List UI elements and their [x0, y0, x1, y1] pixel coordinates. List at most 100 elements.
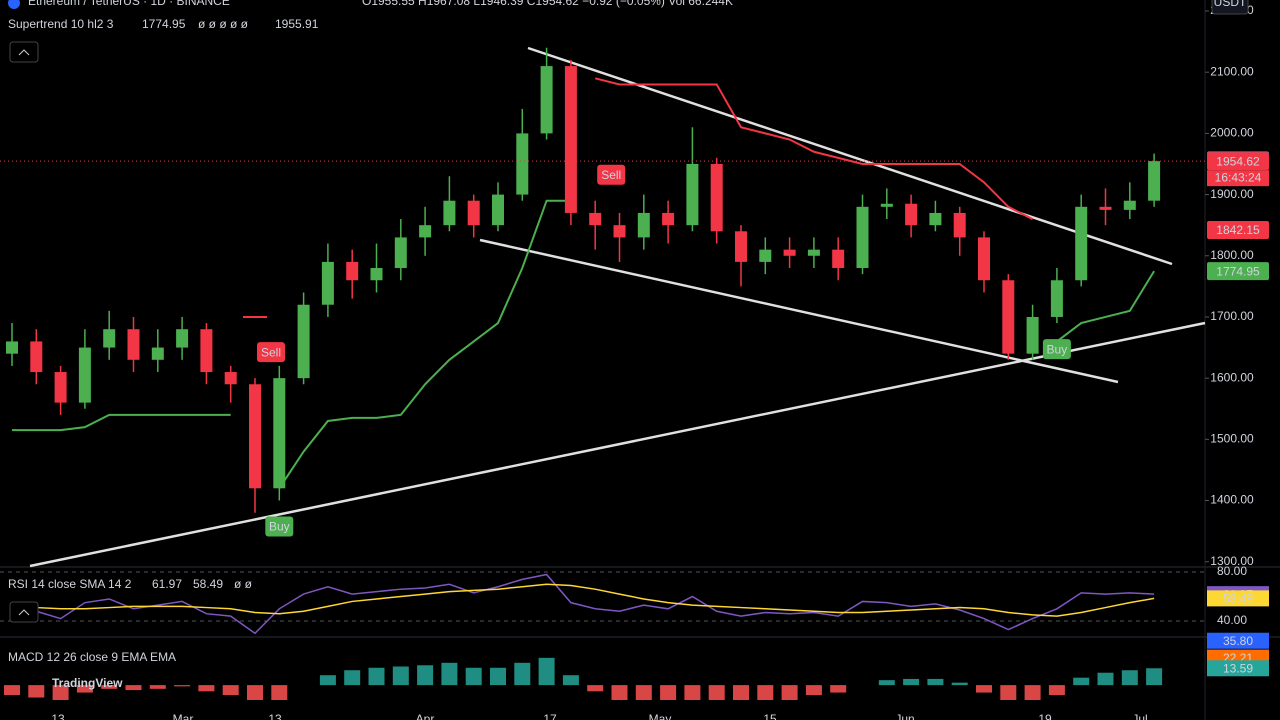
- candle-body: [953, 212, 966, 238]
- price-label: 1774.95: [1216, 264, 1260, 278]
- price-label-bg: [1207, 262, 1269, 281]
- y-tick-label: 1300.00: [1210, 554, 1254, 568]
- candle-body: [492, 194, 504, 226]
- histogram-bar: [198, 685, 215, 692]
- macd-legend: MACD 12 26 close 9 EMA EMA: [8, 650, 176, 664]
- candle-body: [929, 212, 942, 226]
- chevron: [18, 609, 30, 616]
- supertrend-up: [12, 413, 231, 432]
- signal-label: Buy: [1047, 342, 1068, 356]
- candle-body: [249, 384, 261, 489]
- histogram-bar: [684, 685, 701, 700]
- y-tick-label: 1400.00: [1210, 493, 1254, 507]
- histogram-bar: [222, 685, 239, 696]
- histogram-bar: [805, 685, 822, 696]
- candle-body: [613, 225, 626, 238]
- candle-body: [30, 341, 43, 373]
- histogram-bar: [1097, 672, 1114, 686]
- histogram-bar: [368, 667, 385, 686]
- y-tick-label: 40.00: [1217, 613, 1247, 627]
- histogram-bar: [903, 678, 920, 686]
- candle-body: [905, 203, 918, 226]
- candle-body: [273, 378, 286, 489]
- histogram-bar: [4, 685, 20, 696]
- candle-body: [200, 329, 213, 373]
- legend-value: 58.49: [193, 577, 223, 591]
- candle-body: [1099, 206, 1112, 210]
- legend-value: 1955.91: [275, 17, 319, 31]
- y-tick-label: 80.00: [1217, 564, 1247, 578]
- candle-body: [224, 372, 237, 385]
- y-tick-label: 1700.00: [1210, 309, 1254, 323]
- collapse-button[interactable]: [9, 41, 39, 63]
- candle-body: [419, 225, 432, 238]
- currency-box[interactable]: [1211, 0, 1249, 15]
- histogram-bar: [1121, 670, 1138, 686]
- price-label: 1954.62: [1216, 154, 1260, 168]
- supertrend-down: [594, 77, 1034, 220]
- histogram-bar: [392, 666, 409, 686]
- histogram-bar: [927, 678, 944, 686]
- histogram-bar: [1000, 685, 1017, 700]
- value-label-bg: [1207, 632, 1269, 649]
- symbol-icon: [8, 0, 20, 9]
- y-tick-label: 2100.00: [1210, 64, 1254, 78]
- histogram-bar: [247, 685, 263, 700]
- chevron: [18, 49, 30, 56]
- histogram-bar: [465, 667, 482, 686]
- value-label: 58.49: [1223, 592, 1253, 606]
- y-tick-label: 1900.00: [1210, 187, 1254, 201]
- candle-body: [564, 66, 577, 213]
- y-tick-label: 2000.00: [1210, 126, 1254, 140]
- rsi-line: [11, 573, 1155, 635]
- x-tick-label: 15: [763, 712, 777, 720]
- candle-body: [540, 66, 553, 134]
- rsi-pane: [0, 571, 1205, 635]
- histogram-bar: [830, 685, 847, 693]
- histogram-bar: [757, 685, 774, 700]
- histogram-bar: [538, 657, 555, 686]
- candle-body: [346, 261, 359, 281]
- histogram-bar: [1146, 668, 1163, 686]
- histogram-bar: [733, 685, 749, 700]
- price-pane: [6, 47, 1161, 513]
- signal-label: Buy: [269, 520, 290, 534]
- candle-body: [637, 212, 650, 238]
- legend-value: ø ø ø ø ø: [198, 17, 249, 31]
- histogram-bar: [125, 685, 142, 691]
- candle-body: [1026, 316, 1039, 354]
- x-tick-label: Jul: [1132, 712, 1147, 720]
- x-tick-label: May: [649, 712, 672, 720]
- candle-body: [1050, 280, 1063, 317]
- candle-body: [127, 329, 140, 360]
- signal-label: Sell: [261, 345, 281, 359]
- histogram-bar: [319, 675, 336, 686]
- signal-badge: [1042, 339, 1071, 360]
- candle-body: [783, 249, 796, 256]
- macd-pane: [4, 657, 1163, 700]
- candle-body: [54, 372, 67, 403]
- signal-badge: [597, 164, 626, 185]
- collapse-button[interactable]: [9, 601, 39, 623]
- candle-body: [6, 341, 18, 354]
- price-label-bg: [1207, 220, 1269, 239]
- candle-body: [394, 237, 407, 269]
- x-tick-label: Jun: [895, 712, 914, 720]
- histogram-bar: [635, 685, 652, 700]
- histogram-bar: [28, 685, 45, 698]
- histogram-bar: [878, 680, 895, 686]
- candle-body: [151, 347, 164, 360]
- histogram-bar: [174, 685, 191, 687]
- candle-body: [103, 329, 116, 348]
- candle-body: [443, 200, 456, 226]
- candle-body: [589, 212, 602, 226]
- supertrend-up: [1056, 270, 1155, 343]
- histogram-bar: [490, 667, 506, 686]
- histogram-bar: [441, 662, 458, 686]
- histogram-bar: [562, 675, 579, 686]
- histogram-bar: [660, 685, 677, 700]
- candle-body: [1148, 161, 1161, 201]
- candle-body: [370, 268, 383, 281]
- x-tick-label: Apr: [416, 712, 435, 720]
